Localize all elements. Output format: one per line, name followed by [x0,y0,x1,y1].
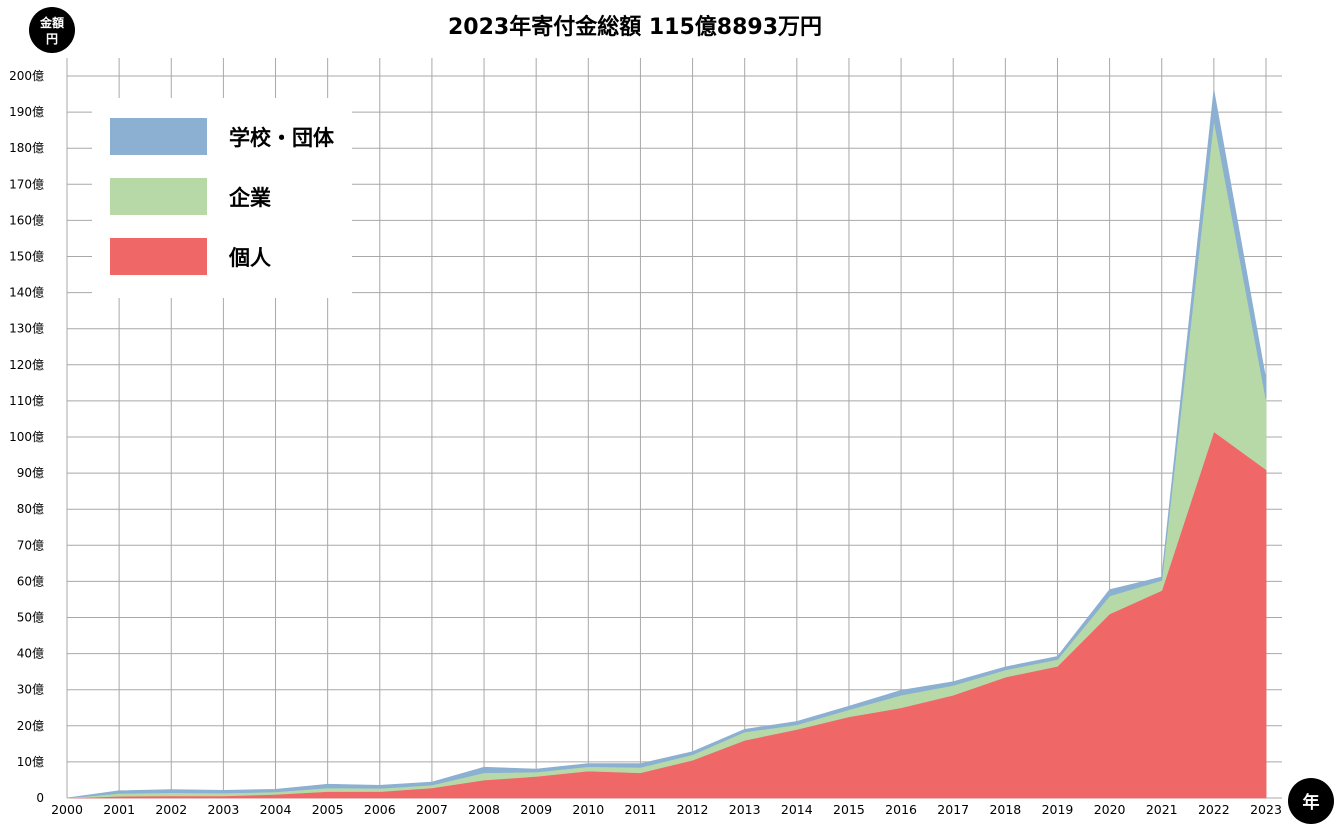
x-tick-label: 2011 [625,802,657,817]
x-tick-label: 2015 [833,802,865,817]
x-tick-label: 2013 [729,802,761,817]
y-tick-label: 30億 [17,683,44,697]
y-tick-label: 10億 [17,755,44,769]
y-tick-label: 200億 [9,69,44,83]
y-tick-label: 110億 [9,394,44,408]
x-tick-label: 2014 [781,802,813,817]
x-tick-label: 2022 [1198,802,1230,817]
y-tick-label: 180億 [9,141,44,155]
y-tick-label: 100億 [9,430,44,444]
x-tick-label: 2000 [51,802,83,817]
x-tick-label: 2003 [207,802,239,817]
x-tick-label: 2019 [1042,802,1074,817]
x-tick-label: 2012 [677,802,709,817]
y-tick-label: 40億 [17,647,44,661]
legend-swatch [110,238,207,275]
x-tick-label: 2007 [416,802,448,817]
y-tick-label: 70億 [17,538,44,552]
x-tick-label: 2018 [989,802,1021,817]
area-series-0 [66,430,1267,799]
x-unit-badge-text: 年 [1303,792,1320,813]
x-axis-ticks: 2000 2001 2002 2003 2004 2005 2006 2007 2008 2009… [51,802,1282,817]
chart-title: 2023年寄付金総額 115億8893万円 [448,14,822,40]
x-tick-label: 2009 [520,802,552,817]
x-tick-label: 2002 [155,802,187,817]
area-series-2 [66,90,1267,799]
y-tick-label: 120億 [9,358,44,372]
x-tick-label: 2001 [103,802,135,817]
legend-label: 個人 [228,246,271,270]
legend-label: 学校・団体 [229,126,335,150]
x-tick-label: 2004 [260,802,292,817]
x-tick-label: 2008 [468,802,500,817]
x-tick-label: 2005 [312,802,344,817]
y-unit-badge: 金額 円 [29,7,75,53]
y-unit-badge-line1: 金額 [39,15,64,30]
y-unit-badge-line2: 円 [46,32,58,46]
y-tick-label: 90億 [17,466,44,480]
x-tick-label: 2006 [364,802,396,817]
y-tick-label: 60億 [17,574,44,588]
y-tick-label: 50億 [17,611,44,625]
y-tick-label: 190億 [9,105,44,119]
x-tick-label: 2020 [1094,802,1126,817]
x-tick-label: 2021 [1146,802,1178,817]
y-tick-label: 150億 [9,250,44,264]
y-tick-label: 160億 [9,213,44,227]
x-tick-label: 2023 [1250,802,1282,817]
y-axis-ticks: 0 10億 20億 30億 40億 50億 60億 70億 80億 90億 100億 110億 120億… [9,69,44,805]
y-tick-label: 20億 [17,719,44,733]
y-tick-label: 80億 [17,502,44,516]
y-tick-label: 140億 [9,286,44,300]
stacked-areas [66,90,1267,799]
grid-lines [66,58,1282,799]
y-tick-label: 130億 [9,322,44,336]
y-tick-label: 170億 [9,177,44,191]
legend-swatch [110,178,207,215]
x-tick-label: 2017 [937,802,969,817]
legend-label: 企業 [228,186,272,210]
legend-swatch [110,118,207,155]
y-tick-label: 0 [36,791,44,805]
x-unit-badge: 年 [1288,778,1334,824]
x-tick-label: 2010 [572,802,604,817]
x-tick-label: 2016 [885,802,917,817]
